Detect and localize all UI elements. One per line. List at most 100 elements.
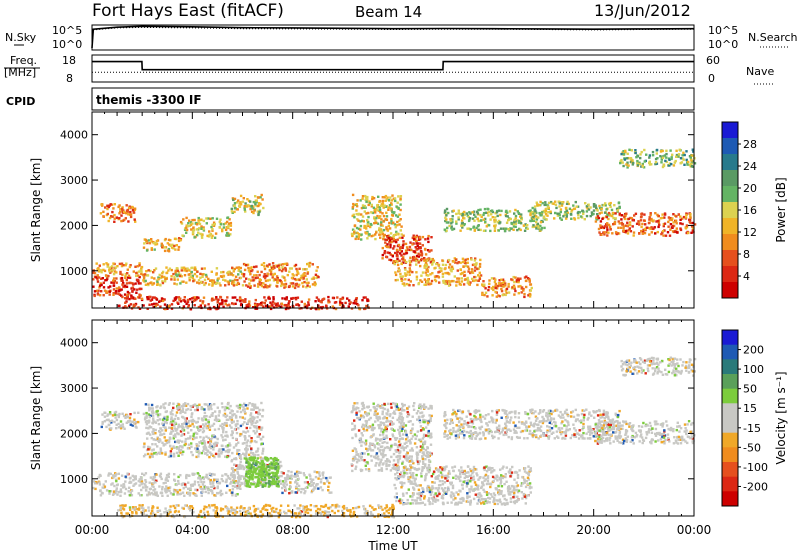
power-cell (196, 296, 198, 298)
velocity-cell (146, 494, 148, 496)
velocity-cell (310, 481, 312, 483)
power-cell (301, 282, 303, 284)
power-cell (514, 290, 516, 292)
power-cell (674, 230, 676, 232)
power-cell (155, 267, 157, 269)
power-cell (540, 228, 542, 230)
power-cell (419, 243, 421, 245)
velocity-cell (113, 490, 115, 492)
power-cell (508, 291, 510, 293)
power-cell (295, 298, 297, 300)
velocity-cell (106, 489, 108, 491)
velocity-cell (101, 413, 103, 415)
power-cell (415, 271, 417, 273)
velocity-cell (184, 418, 186, 420)
power-cell (686, 224, 688, 226)
velocity-cell (242, 465, 244, 467)
velocity-cell (172, 493, 174, 495)
power-cell (629, 227, 631, 229)
power-cell (264, 286, 266, 288)
power-cell (506, 222, 508, 224)
velocity-cell (157, 495, 159, 497)
velocity-cell (114, 416, 116, 418)
power-cell (113, 284, 115, 286)
power-cell (149, 242, 151, 244)
velocity-cell (157, 419, 159, 421)
power-cell (400, 225, 402, 227)
velocity-cell (365, 465, 367, 467)
power-cell (531, 211, 533, 213)
power-cell (107, 275, 109, 277)
velocity-cell (212, 486, 214, 488)
power-cell (201, 268, 203, 270)
power-cell (625, 163, 627, 165)
power-cell (608, 212, 610, 214)
power-cell (298, 268, 300, 270)
power-cell (240, 270, 242, 272)
power-cell (307, 301, 309, 303)
power-cell (216, 267, 218, 269)
power-cell (314, 300, 316, 302)
power-cell (181, 234, 183, 236)
velocity-cell (368, 445, 370, 447)
power-cell (571, 209, 573, 211)
power-cell (395, 260, 397, 262)
power-cell (224, 279, 226, 281)
power-cell (595, 207, 597, 209)
power-cell (148, 269, 150, 271)
velocity-cell (112, 474, 114, 476)
power-cell (500, 210, 502, 212)
power-cell (189, 279, 191, 281)
velocity-cell (221, 436, 223, 438)
power-cell (670, 223, 672, 225)
power-cell (126, 282, 128, 284)
power-cell (553, 217, 555, 219)
power-cell (252, 212, 254, 214)
power-cell (532, 216, 534, 218)
power-cell (393, 212, 395, 214)
velocity-cell (232, 488, 234, 490)
velocity-cell (375, 462, 377, 464)
velocity-cell (372, 434, 374, 436)
power-cell (628, 218, 630, 220)
velocity-cell (195, 443, 197, 445)
power-cell (427, 274, 429, 276)
power-cell (142, 279, 144, 281)
power-cell (655, 158, 657, 160)
power-cell (251, 205, 253, 207)
power-cell (435, 263, 437, 265)
power-cell (652, 227, 654, 229)
velocity-cell (111, 482, 113, 484)
power-cell (222, 279, 224, 281)
power-cell (479, 209, 481, 211)
power-cell (462, 213, 464, 215)
velocity-cell (386, 437, 388, 439)
power-cell (115, 290, 117, 292)
power-cell (452, 260, 454, 262)
power-cell (104, 270, 106, 272)
velocity-cell (116, 493, 118, 495)
velocity-cell (406, 458, 408, 460)
power-cell (187, 225, 189, 227)
velocity-cell (109, 411, 111, 413)
power-cell (243, 197, 245, 199)
power-cell (255, 274, 257, 276)
velocity-cell (417, 410, 419, 412)
power-cell (657, 231, 659, 233)
power-cell (265, 275, 267, 277)
power-cell (603, 233, 605, 235)
power-cell (513, 212, 515, 214)
power-cell (314, 284, 316, 286)
power-cell (680, 157, 682, 159)
power-cell (397, 208, 399, 210)
power-cell (461, 277, 463, 279)
velocity-cell (134, 483, 136, 485)
velocity-cell (178, 424, 180, 426)
power-cell (540, 214, 542, 216)
cpid-text: themis -3300 IF (96, 93, 202, 107)
power-cell (543, 216, 545, 218)
power-cell (164, 250, 166, 252)
power-cell (150, 238, 152, 240)
power-cell (529, 293, 531, 295)
power-cell (262, 282, 264, 284)
